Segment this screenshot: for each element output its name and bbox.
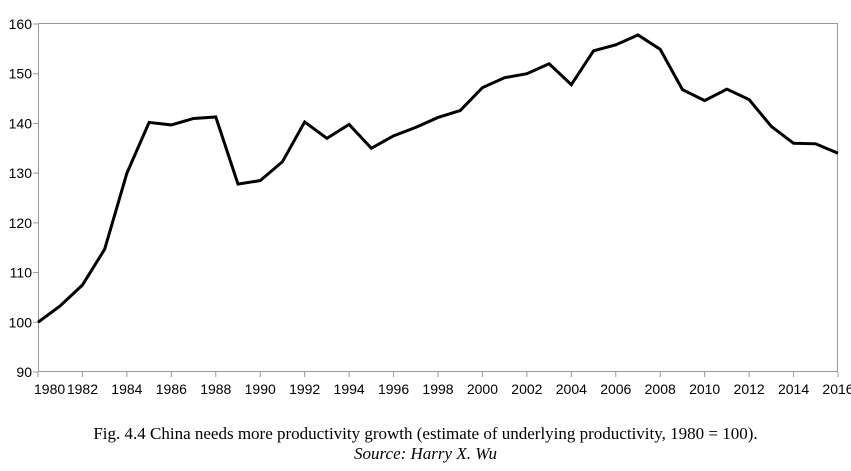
x-tick-label: 1986 [156, 381, 187, 397]
figure-caption: Fig. 4.4 China needs more productivity g… [93, 424, 758, 443]
x-tick-label: 1988 [200, 381, 231, 397]
x-tick-label: 1980 [34, 381, 65, 397]
x-tick-label: 2006 [600, 381, 631, 397]
x-tick-label: 2000 [467, 381, 498, 397]
x-tick-label: 2002 [511, 381, 542, 397]
series-layer [37, 33, 839, 324]
x-tick-label: 1990 [245, 381, 276, 397]
x-tick-label: 2016 [822, 381, 851, 397]
x-tick-label: 1994 [334, 381, 365, 397]
x-tick-label: 2012 [734, 381, 765, 397]
x-axis-ticks: 1980 1982 1984 1986 1988 1990 1992 1994 1996 1998… [34, 372, 851, 397]
x-tick-label: 1998 [422, 381, 453, 397]
x-tick-label: 2014 [778, 381, 809, 397]
x-tick-label: 1992 [289, 381, 320, 397]
figure-source: Source: Harry X. Wu [354, 444, 497, 463]
x-tick-label: 2008 [645, 381, 676, 397]
plot-frame [38, 23, 838, 372]
line-chart: 90 100 110 120 130 140 150 160 1980 1982 1984 1986… [9, 16, 851, 397]
x-tick-label: 1996 [378, 381, 409, 397]
series-line [37, 33, 839, 324]
x-tick-label: 1982 [67, 381, 98, 397]
x-tick-label: 2010 [689, 381, 720, 397]
x-tick-label: 1984 [111, 381, 142, 397]
y-tick-label: 90 [16, 364, 32, 380]
y-tick-label: 120 [9, 215, 33, 231]
y-tick-label: 100 [9, 314, 33, 330]
x-tick-label: 2004 [556, 381, 587, 397]
y-tick-label: 150 [9, 66, 33, 82]
y-tick-label: 140 [9, 115, 33, 131]
y-axis-ticks: 90 100 110 120 130 140 150 160 [9, 16, 38, 380]
y-tick-label: 160 [9, 16, 33, 32]
y-tick-label: 130 [9, 165, 33, 181]
y-tick-label: 110 [10, 265, 33, 281]
